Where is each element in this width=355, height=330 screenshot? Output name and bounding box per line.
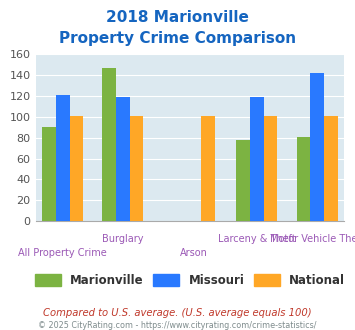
Text: Arson: Arson bbox=[180, 248, 208, 258]
Bar bbox=[103, 68, 116, 221]
Bar bbox=[42, 127, 56, 221]
Text: Burglary: Burglary bbox=[102, 234, 144, 245]
Text: Larceny & Theft: Larceny & Theft bbox=[218, 234, 296, 245]
Bar bbox=[201, 116, 214, 221]
Bar bbox=[70, 116, 83, 221]
Text: Compared to U.S. average. (U.S. average equals 100): Compared to U.S. average. (U.S. average … bbox=[43, 308, 312, 317]
Bar bbox=[250, 97, 264, 221]
Bar bbox=[56, 95, 70, 221]
Bar bbox=[236, 140, 250, 221]
Text: © 2025 CityRating.com - https://www.cityrating.com/crime-statistics/: © 2025 CityRating.com - https://www.city… bbox=[38, 321, 317, 330]
Bar bbox=[116, 97, 130, 221]
Bar bbox=[296, 137, 310, 221]
Text: Motor Vehicle Theft: Motor Vehicle Theft bbox=[270, 234, 355, 245]
Legend: Marionville, Missouri, National: Marionville, Missouri, National bbox=[30, 269, 350, 292]
Text: All Property Crime: All Property Crime bbox=[18, 248, 107, 258]
Bar bbox=[324, 116, 338, 221]
Bar bbox=[310, 73, 324, 221]
Text: 2018 Marionville: 2018 Marionville bbox=[106, 10, 249, 25]
Bar bbox=[130, 116, 143, 221]
Bar bbox=[264, 116, 277, 221]
Text: Property Crime Comparison: Property Crime Comparison bbox=[59, 31, 296, 46]
